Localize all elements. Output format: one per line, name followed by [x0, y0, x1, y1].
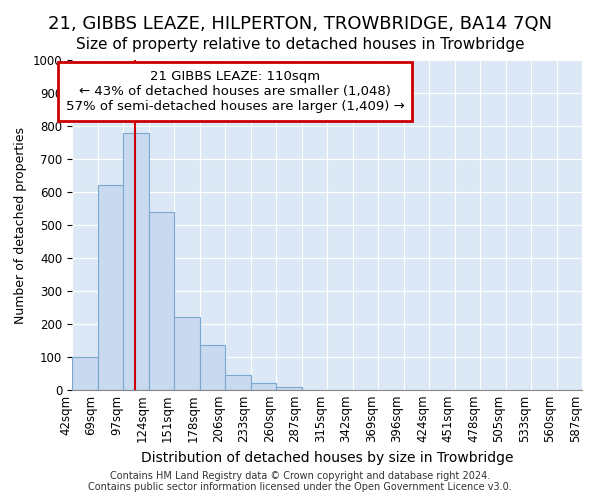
Bar — [276, 386, 302, 390]
Bar — [123, 132, 149, 390]
X-axis label: Distribution of detached houses by size in Trowbridge: Distribution of detached houses by size … — [141, 451, 513, 465]
Y-axis label: Number of detached properties: Number of detached properties — [14, 126, 27, 324]
Text: Contains HM Land Registry data © Crown copyright and database right 2024.
Contai: Contains HM Land Registry data © Crown c… — [88, 471, 512, 492]
Bar — [174, 318, 199, 390]
Text: 21, GIBBS LEAZE, HILPERTON, TROWBRIDGE, BA14 7QN: 21, GIBBS LEAZE, HILPERTON, TROWBRIDGE, … — [48, 15, 552, 33]
Text: Size of property relative to detached houses in Trowbridge: Size of property relative to detached ho… — [76, 38, 524, 52]
Bar — [225, 375, 251, 390]
Bar — [149, 212, 174, 390]
Bar — [199, 346, 225, 390]
Bar — [97, 186, 123, 390]
Bar — [251, 384, 276, 390]
Text: 21 GIBBS LEAZE: 110sqm
← 43% of detached houses are smaller (1,048)
57% of semi-: 21 GIBBS LEAZE: 110sqm ← 43% of detached… — [66, 70, 404, 113]
Bar — [72, 357, 97, 390]
